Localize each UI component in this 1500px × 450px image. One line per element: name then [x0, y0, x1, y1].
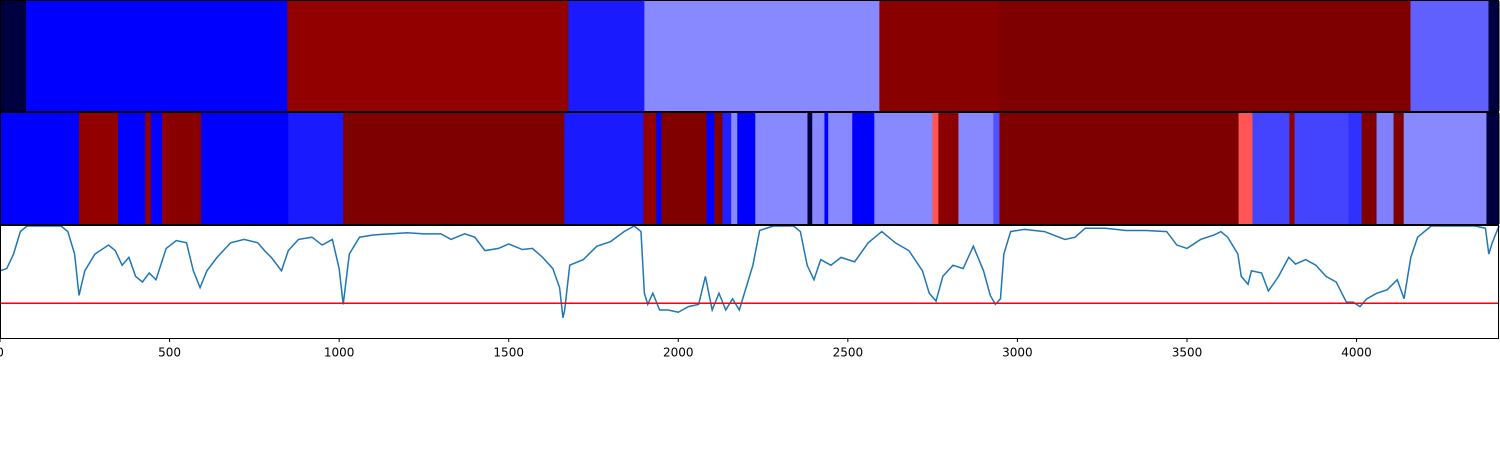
segment	[722, 113, 732, 224]
segment	[737, 113, 756, 224]
segment	[644, 1, 880, 111]
signal-line	[0, 226, 1500, 318]
segment	[145, 113, 152, 224]
segment	[1488, 1, 1500, 111]
segment	[812, 113, 825, 224]
segment	[714, 113, 723, 224]
segment	[993, 113, 1000, 224]
x-tick-label: 3500	[1172, 346, 1203, 360]
segment	[661, 113, 707, 224]
segment	[879, 1, 999, 111]
segment	[1486, 113, 1500, 224]
segment	[166, 113, 202, 224]
segment	[1252, 113, 1290, 224]
segment	[824, 113, 829, 224]
segment	[1393, 113, 1405, 224]
x-tick-label: 4000	[1341, 346, 1372, 360]
segment	[1410, 1, 1489, 111]
segment	[656, 113, 662, 224]
x-tick-label: 1500	[493, 346, 524, 360]
segment	[287, 1, 569, 111]
segment	[1403, 113, 1487, 224]
x-tick-label: 500	[158, 346, 181, 360]
segment	[0, 113, 80, 224]
segment	[874, 113, 933, 224]
x-tick-label: 1000	[324, 346, 355, 360]
segment	[79, 113, 119, 224]
segment	[26, 1, 288, 111]
track-frame	[0, 112, 1499, 225]
segment	[998, 1, 1411, 111]
track-frame	[0, 0, 1499, 112]
segment	[828, 113, 853, 224]
segment	[999, 113, 1240, 224]
segment	[288, 113, 344, 224]
segment	[118, 113, 146, 224]
segment	[807, 113, 813, 224]
plot-frame	[0, 225, 1499, 339]
segment	[706, 113, 715, 224]
segment	[852, 113, 875, 224]
x-tick-label: 0	[0, 346, 4, 360]
segment	[162, 113, 167, 224]
segment	[1376, 113, 1395, 224]
segment	[1238, 113, 1253, 224]
x-tick-label: 2000	[663, 346, 694, 360]
segment	[643, 113, 657, 224]
segment	[1289, 113, 1295, 224]
segment	[150, 113, 163, 224]
segment	[564, 113, 644, 224]
segment	[1361, 113, 1378, 224]
segment	[731, 113, 738, 224]
segment	[343, 113, 565, 224]
segment	[958, 113, 994, 224]
segment	[201, 113, 289, 224]
segment	[0, 1, 27, 111]
segment	[1348, 113, 1363, 224]
segment	[568, 1, 645, 111]
segment	[755, 113, 808, 224]
segment	[932, 113, 939, 224]
segment	[1294, 113, 1349, 224]
x-tick-label: 2500	[833, 346, 864, 360]
segment	[938, 113, 959, 224]
x-tick-label: 3000	[1002, 346, 1033, 360]
